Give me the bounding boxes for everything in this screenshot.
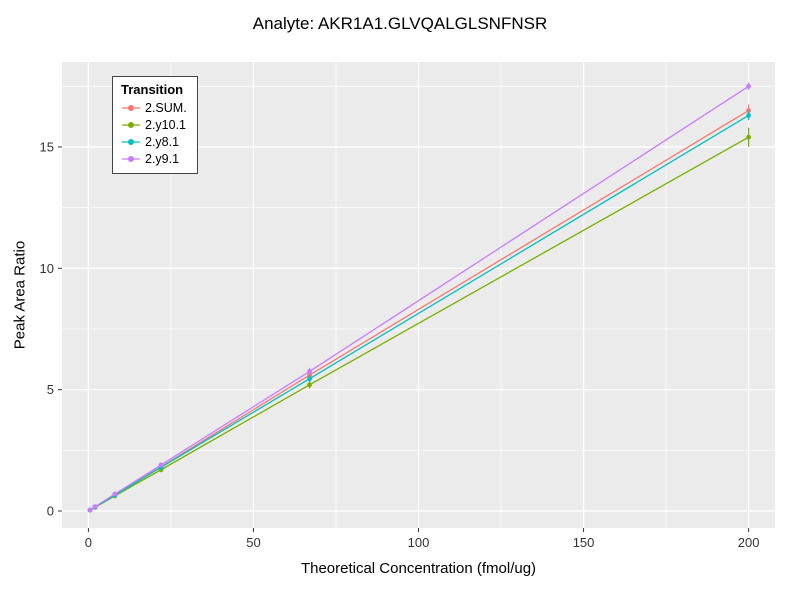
legend-entry: 2.SUM. xyxy=(121,99,187,116)
legend-entry-label: 2.y8.1 xyxy=(145,134,180,149)
data-point xyxy=(746,83,751,89)
legend-key-icon xyxy=(122,121,140,128)
y-tick-label: 10 xyxy=(40,261,54,276)
legend-title: Transition xyxy=(121,82,184,97)
legend-entry-label: 2.y9.1 xyxy=(145,151,180,166)
x-tick-label: 50 xyxy=(246,535,260,550)
data-point xyxy=(307,376,312,382)
data-point xyxy=(746,112,751,118)
data-point xyxy=(158,462,164,468)
legend-key-icon xyxy=(122,155,140,162)
data-point xyxy=(87,507,93,513)
x-axis-label: Theoretical Concentration (fmol/ug) xyxy=(300,560,537,577)
x-tick-label: 100 xyxy=(408,535,430,550)
legend-entry-label: 2.y10.1 xyxy=(145,117,187,132)
legend-entry: 2.y9.1 xyxy=(121,150,187,167)
x-tick-label: 150 xyxy=(573,535,595,550)
x-tick-label: 200 xyxy=(738,535,760,550)
legend: Transition 2.SUM. 2.y10.1 2.y8.1 2.y9.1 xyxy=(112,76,198,174)
y-tick-label: 5 xyxy=(47,382,54,397)
y-tick-label: 15 xyxy=(40,139,54,154)
x-tick-label: 0 xyxy=(85,535,92,550)
legend-key-icon xyxy=(122,138,140,145)
data-point xyxy=(746,134,751,140)
chart-title: Analyte: AKR1A1.GLVQALGLSNFNSR xyxy=(252,14,548,33)
legend-entries: 2.SUM. 2.y10.1 2.y8.1 2.y9.1 xyxy=(121,99,187,167)
legend-entry: 2.y10.1 xyxy=(121,116,187,133)
data-point xyxy=(112,491,118,497)
legend-entry: 2.y8.1 xyxy=(121,133,187,150)
data-point xyxy=(307,382,312,388)
legend-key-icon xyxy=(122,104,140,111)
data-point xyxy=(92,504,98,510)
legend-entry-label: 2.SUM. xyxy=(145,100,187,115)
data-point xyxy=(307,369,312,374)
y-axis-label: Peak Area Ratio xyxy=(11,240,29,350)
y-tick-label: 0 xyxy=(47,504,54,519)
